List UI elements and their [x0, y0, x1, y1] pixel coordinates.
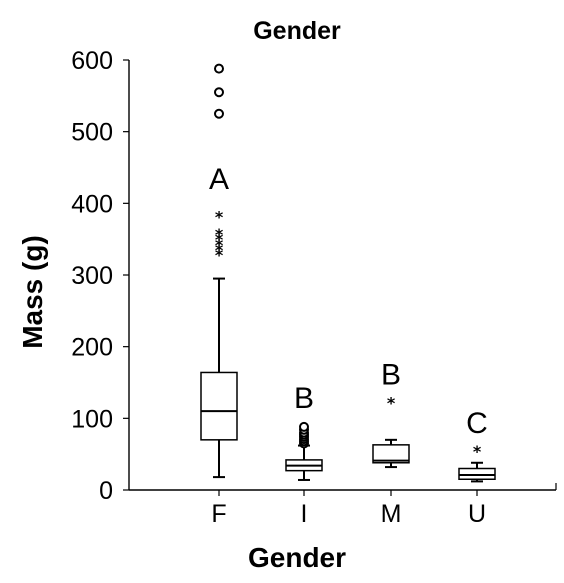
outlier-star: *: [215, 208, 224, 227]
group-letter-I: B: [294, 382, 314, 415]
x-tick-label: M: [381, 500, 402, 528]
outlier-circle: [214, 87, 224, 98]
outlier-circle: [214, 108, 224, 119]
outlier-star: *: [473, 442, 482, 461]
outlier-circle: [299, 421, 309, 432]
box-F: [200, 371, 238, 441]
box-U: [458, 467, 496, 480]
outlier-star: *: [215, 225, 224, 244]
x-tick-label: U: [468, 500, 486, 528]
y-axis-title: Mass (g): [17, 235, 48, 349]
y-ticks: 0 100 200 300 400 500 600: [71, 47, 129, 505]
y-tick-label: 100: [71, 405, 113, 433]
x-tick-label: I: [301, 500, 308, 528]
outlier-star: *: [215, 236, 224, 255]
group-letter-F: A: [209, 163, 229, 196]
box-M: [372, 444, 410, 464]
x-axis-title: Gender: [248, 542, 346, 573]
y-tick-label: 300: [71, 262, 113, 290]
x-tick-label: F: [211, 500, 226, 528]
outlier-star: *: [215, 230, 224, 249]
outlier-star: *: [215, 241, 224, 260]
boxes-layer: ******AB *B*C: [200, 63, 496, 483]
y-tick-label: 400: [71, 190, 113, 218]
outlier-star: *: [387, 393, 396, 412]
y-tick-label: 500: [71, 119, 113, 147]
group-letter-U: C: [466, 407, 488, 440]
outlier-circle: [214, 63, 224, 74]
chart-title: Gender: [253, 17, 341, 45]
group-letter-M: B: [381, 358, 401, 391]
y-tick-label: 0: [99, 477, 113, 505]
axes-layer: [128, 60, 557, 491]
outlier-star: *: [215, 246, 224, 265]
y-tick-label: 200: [71, 334, 113, 362]
y-tick-label: 600: [71, 47, 113, 75]
